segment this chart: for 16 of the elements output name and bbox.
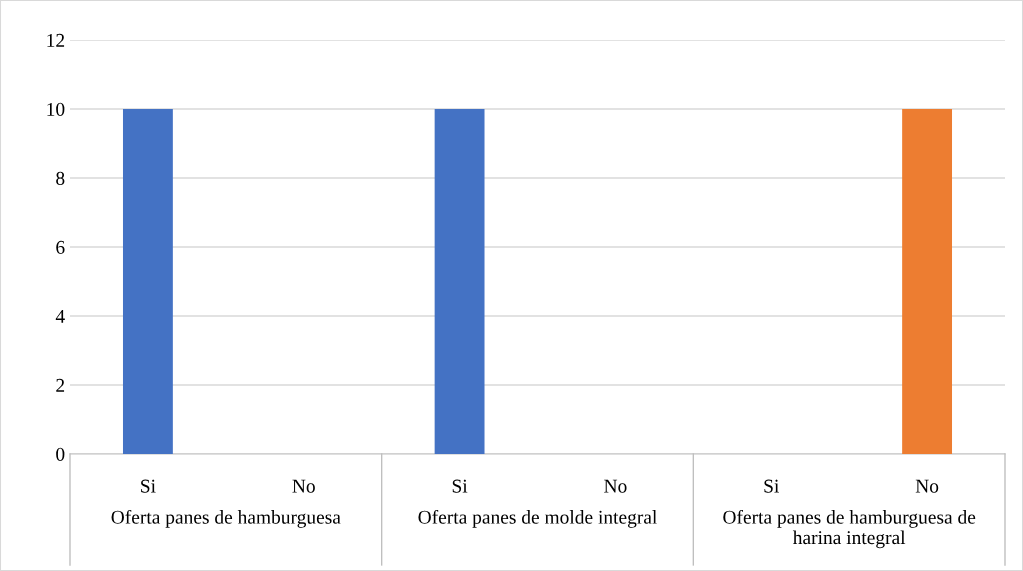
x-tick-label: No [604, 479, 627, 493]
y-tick-label: 6 [56, 240, 65, 254]
y-tick-label: 10 [47, 102, 65, 116]
y-tick-label: 4 [55, 309, 65, 323]
y-tick-label: 12 [47, 33, 65, 47]
x-tick-label: Si [452, 479, 468, 493]
text: Oferta panes de molde integral [418, 509, 657, 528]
y-tick-label: 8 [56, 171, 65, 185]
text: Oferta panes de hamburguesa de harina integral [723, 509, 976, 549]
x-tick-label: No [915, 479, 939, 493]
text: Oferta panes de hamburguesa [111, 509, 341, 528]
x-tick-label: Si [764, 479, 779, 493]
x-tick-label: No [292, 479, 315, 493]
x-tick-label: Si [141, 479, 156, 493]
y-tick-label: 2 [56, 378, 65, 392]
y-tick-label: 0 [56, 447, 65, 461]
